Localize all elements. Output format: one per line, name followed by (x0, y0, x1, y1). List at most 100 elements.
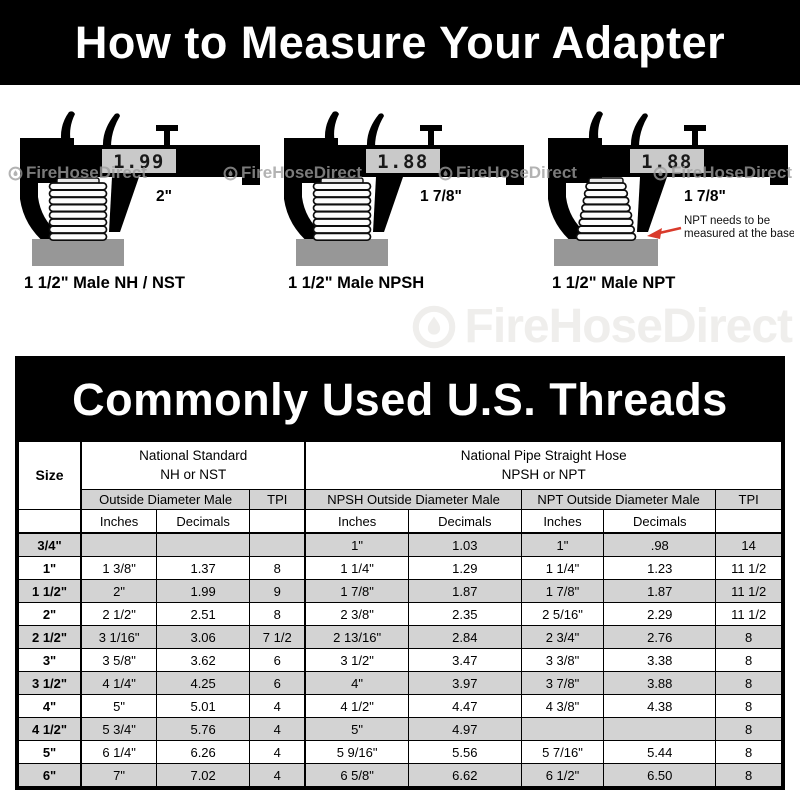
caliper-graphic-slot: 1.88 1 7/8" NPT needs to be measured at the… (534, 105, 794, 271)
dimension-label: 2" (156, 188, 172, 205)
col-header-tpi-nh: TPI (249, 489, 306, 510)
lcd-reading: 1.88 (377, 151, 429, 173)
units-blank (18, 509, 82, 534)
value-cell: 2.76 (603, 625, 717, 649)
value-cell: 4.38 (603, 694, 717, 718)
value-cell: 2 3/8" (304, 602, 409, 626)
value-cell: 1 1/4" (304, 556, 409, 580)
top-banner: How to Measure Your Adapter (0, 0, 800, 85)
value-cell: 4 (249, 694, 306, 718)
value-cell: 2.29 (603, 602, 717, 626)
lcd-reading: 1.99 (113, 151, 165, 173)
units-decimals: Decimals (407, 509, 522, 534)
value-cell: 11 1/2 (715, 556, 782, 580)
value-cell: 2.51 (156, 602, 251, 626)
value-cell: 6.50 (603, 763, 717, 787)
value-cell: 5.01 (156, 694, 251, 718)
table-row: 1" 1 3/8" 1.37 8 1 1/4" 1.29 1 1/4" 1.23 11 1/2 (18, 556, 782, 580)
value-cell: 1.37 (156, 556, 251, 580)
value-cell: 2.84 (407, 625, 522, 649)
size-cell: 1 1/2" (18, 579, 82, 603)
table-row: 3 1/2" 4 1/4" 4.25 6 4" 3.97 3 7/8" 3.88 8 (18, 671, 782, 695)
table-row: 4" 5" 5.01 4 4 1/2" 4.47 4 3/8" 4.38 8 (18, 694, 782, 718)
size-cell: 4" (18, 694, 82, 718)
value-cell: 5.56 (407, 740, 522, 764)
table-row: 6" 7" 7.02 4 6 5/8" 6.62 6 1/2" 6.50 8 (18, 763, 782, 787)
value-cell: 6 1/2" (520, 763, 605, 787)
value-cell: 9 (249, 579, 306, 603)
value-cell: 1.87 (603, 579, 717, 603)
caliper-illustration: 1.99 2" (20, 111, 260, 266)
value-cell: 4 1/2" (304, 694, 409, 718)
col-header-size: Size (18, 441, 82, 510)
caliper-illustration: 1.88 1 7/8" (284, 111, 524, 266)
col-header-npsh-od-male: NPSH Outside Diameter Male (304, 489, 522, 510)
value-cell: 4 (249, 717, 306, 741)
value-cell: 8 (249, 556, 306, 580)
caliper-caption: 1 1/2" Male NH / NST (24, 274, 185, 292)
col-header-od-male: Outside Diameter Male (80, 489, 251, 510)
table-title: Commonly Used U.S. Threads (72, 374, 728, 425)
value-cell: 5" (304, 717, 409, 741)
caliper-caption: 1 1/2" Male NPT (552, 274, 676, 292)
value-cell: 1 7/8" (520, 579, 605, 603)
caliper-graphic-slot: 1.99 2" (6, 105, 266, 271)
header-units-row: Inches Decimals Inches Decimals Inches D… (18, 509, 782, 534)
header-sub-row: Outside Diameter Male TPI NPSH Outside D… (19, 489, 782, 510)
value-cell: 1.03 (407, 532, 522, 557)
value-cell: 3.47 (407, 648, 522, 672)
value-cell: 8 (715, 717, 782, 741)
value-cell: 4 (249, 763, 306, 787)
svg-text:measured at the base: measured at the base (684, 228, 794, 240)
col-group-nh-nst: National Standard NH or NST (80, 441, 306, 490)
value-cell: 8 (715, 648, 782, 672)
size-cell: 2 1/2" (18, 625, 82, 649)
value-cell: 8 (715, 694, 782, 718)
dimension-label: 1 7/8" (420, 188, 462, 205)
value-cell: 2" (80, 579, 158, 603)
threads-table-container: Commonly Used U.S. Threads Size National… (15, 356, 785, 790)
value-cell: 5" (80, 694, 158, 718)
value-cell: 2 3/4" (520, 625, 605, 649)
value-cell: 4" (304, 671, 409, 695)
value-cell (156, 532, 251, 557)
lcd-reading: 1.88 (641, 151, 693, 173)
value-cell: 11 1/2 (715, 602, 782, 626)
thread-table-body: 3/4" 1" 1.03 1" .98 14 1" 1 3/8" 1.37 8 1 1/4" 1.29… (18, 532, 782, 787)
value-cell: 3.06 (156, 625, 251, 649)
value-cell: 1" (520, 532, 605, 557)
units-inches: Inches (80, 509, 158, 534)
col-group-npsh-npt: National Pipe Straight Hose NPSH or NPT (304, 441, 783, 490)
value-cell: 3 1/16" (80, 625, 158, 649)
value-cell: 4 1/4" (80, 671, 158, 695)
value-cell (603, 717, 717, 741)
value-cell: 1" (304, 532, 409, 557)
units-decimals: Decimals (603, 509, 717, 534)
value-cell: 6.26 (156, 740, 251, 764)
col-header-npt-od-male: NPT Outside Diameter Male (520, 489, 717, 510)
value-cell: 1.99 (156, 579, 251, 603)
value-cell: 3 3/8" (520, 648, 605, 672)
thread-illustration (48, 177, 108, 242)
value-cell (249, 532, 306, 557)
table-row: 3/4" 1" 1.03 1" .98 14 (18, 532, 782, 557)
value-cell: 1 3/8" (80, 556, 158, 580)
value-cell: 3 7/8" (520, 671, 605, 695)
value-cell: 1 1/4" (520, 556, 605, 580)
units-blank (715, 509, 782, 534)
value-cell: 6 1/4" (80, 740, 158, 764)
lcd-display (102, 149, 176, 173)
figure-npsh: 1.88 1 7/8" 1 1/2" Male NPSH (270, 105, 530, 356)
value-cell: 4.25 (156, 671, 251, 695)
value-cell: 5 9/16" (304, 740, 409, 764)
size-cell: 3/4" (18, 532, 82, 557)
size-cell: 5" (18, 740, 82, 764)
value-cell (520, 717, 605, 741)
value-cell: 4 (249, 740, 306, 764)
caliper-graphic-slot: 1.88 1 7/8" (270, 105, 530, 271)
value-cell: 8 (715, 671, 782, 695)
value-cell: 1 7/8" (304, 579, 409, 603)
value-cell: 2.35 (407, 602, 522, 626)
thread-illustration (312, 177, 372, 242)
